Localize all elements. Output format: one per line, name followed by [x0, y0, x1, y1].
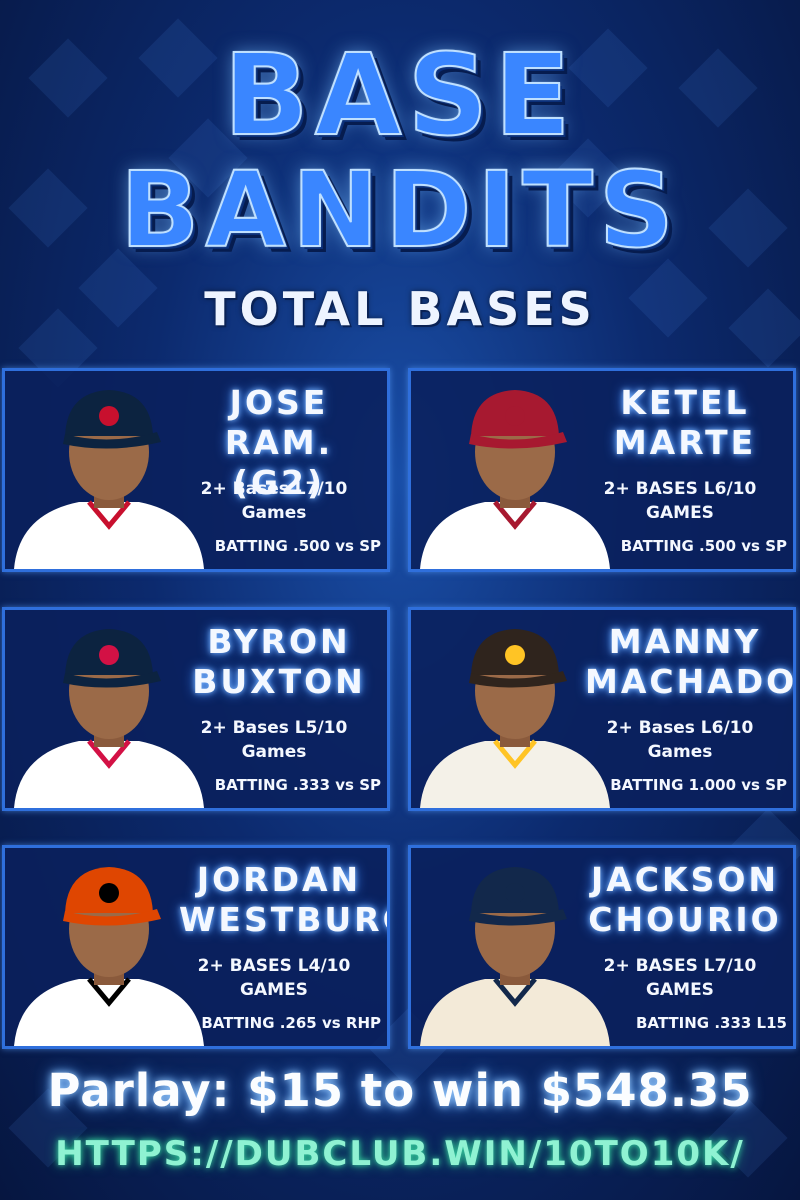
subtitle: TOTAL BASES — [204, 282, 596, 336]
player-card-1: JOSE RAM. (G2) 2+ Bases L7/10 Games BATT… — [2, 368, 390, 572]
title-line-1: BASE — [222, 31, 577, 161]
player-stat: 2+ Bases L5/10 Games — [169, 716, 379, 764]
jersey — [420, 741, 610, 808]
stat-line: 2+ BASES L6/10 — [603, 479, 757, 499]
stat-line: 2+ Bases L7/10 — [200, 479, 348, 499]
jersey — [420, 502, 610, 569]
player-name: KETEL MARTE — [585, 383, 785, 463]
player-last-name: RAM. (G2) — [224, 423, 334, 502]
player-first-name: JOSE — [229, 383, 329, 422]
player-photo — [420, 629, 610, 808]
stat-games: GAMES — [240, 980, 308, 1000]
batting-stat: BATTING 1.000 vs SP — [610, 776, 787, 794]
batting-stat: BATTING .265 vs RHP — [201, 1014, 381, 1032]
player-last-name: MARTE — [613, 423, 757, 462]
jersey — [420, 979, 610, 1046]
player-last-name: BUXTON — [192, 662, 366, 701]
jersey — [14, 741, 204, 808]
player-stat: 2+ Bases L7/10 Games — [169, 477, 379, 525]
cap-brim — [469, 909, 567, 926]
player-card-2: KETEL MARTE 2+ BASES L6/10 GAMES BATTING… — [408, 368, 796, 572]
player-name: JORDAN WESTBURG — [179, 860, 390, 940]
player-first-name: KETEL — [620, 383, 750, 422]
jersey — [14, 979, 204, 1046]
title-line-2: BANDITS — [119, 149, 680, 271]
stat-games: GAMES — [646, 503, 714, 523]
cap-brim — [469, 432, 567, 449]
player-card-3: BYRON BUXTON 2+ Bases L5/10 Games BATTIN… — [2, 607, 390, 811]
jersey-collar — [87, 500, 131, 530]
batting-stat: BATTING .333 L15 — [635, 1014, 787, 1032]
cap-logo — [99, 406, 119, 426]
player-last-name: WESTBURG — [179, 900, 390, 939]
player-first-name: MANNY — [608, 622, 762, 661]
stat-games: GAMES — [646, 980, 714, 1000]
stat-games: Games — [647, 742, 713, 762]
player-name: MANNY MACHADO — [585, 622, 796, 702]
batting-stat: BATTING .333 vs SP — [214, 776, 381, 794]
jersey-collar — [493, 977, 537, 1007]
cap-logo — [505, 645, 525, 665]
cap-logo — [505, 406, 525, 426]
dubclub-link[interactable]: HTTPS://DUBCLUB.WIN/10TO10K/ — [55, 1134, 745, 1174]
batting-stat: BATTING .500 vs SP — [620, 537, 787, 555]
stat-line: 2+ BASES L4/10 — [197, 956, 351, 976]
stat-games: Games — [241, 503, 307, 523]
jersey-collar — [87, 977, 131, 1007]
cap-brim — [63, 671, 161, 688]
jersey — [14, 502, 204, 569]
player-name: JACKSON CHOURIO — [585, 860, 785, 940]
player-photo — [420, 867, 610, 1046]
player-name: BYRON BUXTON — [179, 622, 379, 702]
stat-games: Games — [241, 742, 307, 762]
jersey-collar — [493, 739, 537, 769]
batting-stat: BATTING .500 vs SP — [214, 537, 381, 555]
player-stat: 2+ BASES L6/10 GAMES — [575, 477, 785, 525]
cap-brim — [469, 671, 567, 688]
stat-line: 2+ Bases L5/10 — [200, 718, 348, 738]
player-stat: 2+ BASES L7/10 GAMES — [575, 954, 785, 1002]
player-last-name: MACHADO — [585, 662, 796, 701]
player-name: JOSE RAM. (G2) — [179, 383, 379, 503]
stat-line: 2+ Bases L6/10 — [606, 718, 754, 738]
player-last-name: CHOURIO — [588, 900, 782, 939]
player-first-name: JACKSON — [590, 860, 780, 899]
jersey-collar — [87, 739, 131, 769]
cap-logo — [99, 883, 119, 903]
player-first-name: JORDAN — [196, 860, 362, 899]
player-photo — [14, 629, 204, 808]
parlay-text: Parlay: $15 to win $548.35 — [47, 1064, 753, 1117]
player-stat: 2+ Bases L6/10 Games — [575, 716, 785, 764]
player-first-name: BYRON — [207, 622, 351, 661]
player-photo — [420, 390, 610, 569]
player-card-6: JACKSON CHOURIO 2+ BASES L7/10 GAMES BAT… — [408, 845, 796, 1049]
jersey-collar — [493, 500, 537, 530]
cap-logo — [99, 645, 119, 665]
cap-brim — [63, 909, 161, 926]
cap-brim — [63, 432, 161, 449]
player-card-4: MANNY MACHADO 2+ Bases L6/10 Games BATTI… — [408, 607, 796, 811]
player-card-5: JORDAN WESTBURG 2+ BASES L4/10 GAMES BAT… — [2, 845, 390, 1049]
player-photo — [14, 390, 204, 569]
player-photo — [14, 867, 204, 1046]
cap-logo — [505, 883, 525, 903]
player-stat: 2+ BASES L4/10 GAMES — [169, 954, 379, 1002]
stat-line: 2+ BASES L7/10 — [603, 956, 757, 976]
